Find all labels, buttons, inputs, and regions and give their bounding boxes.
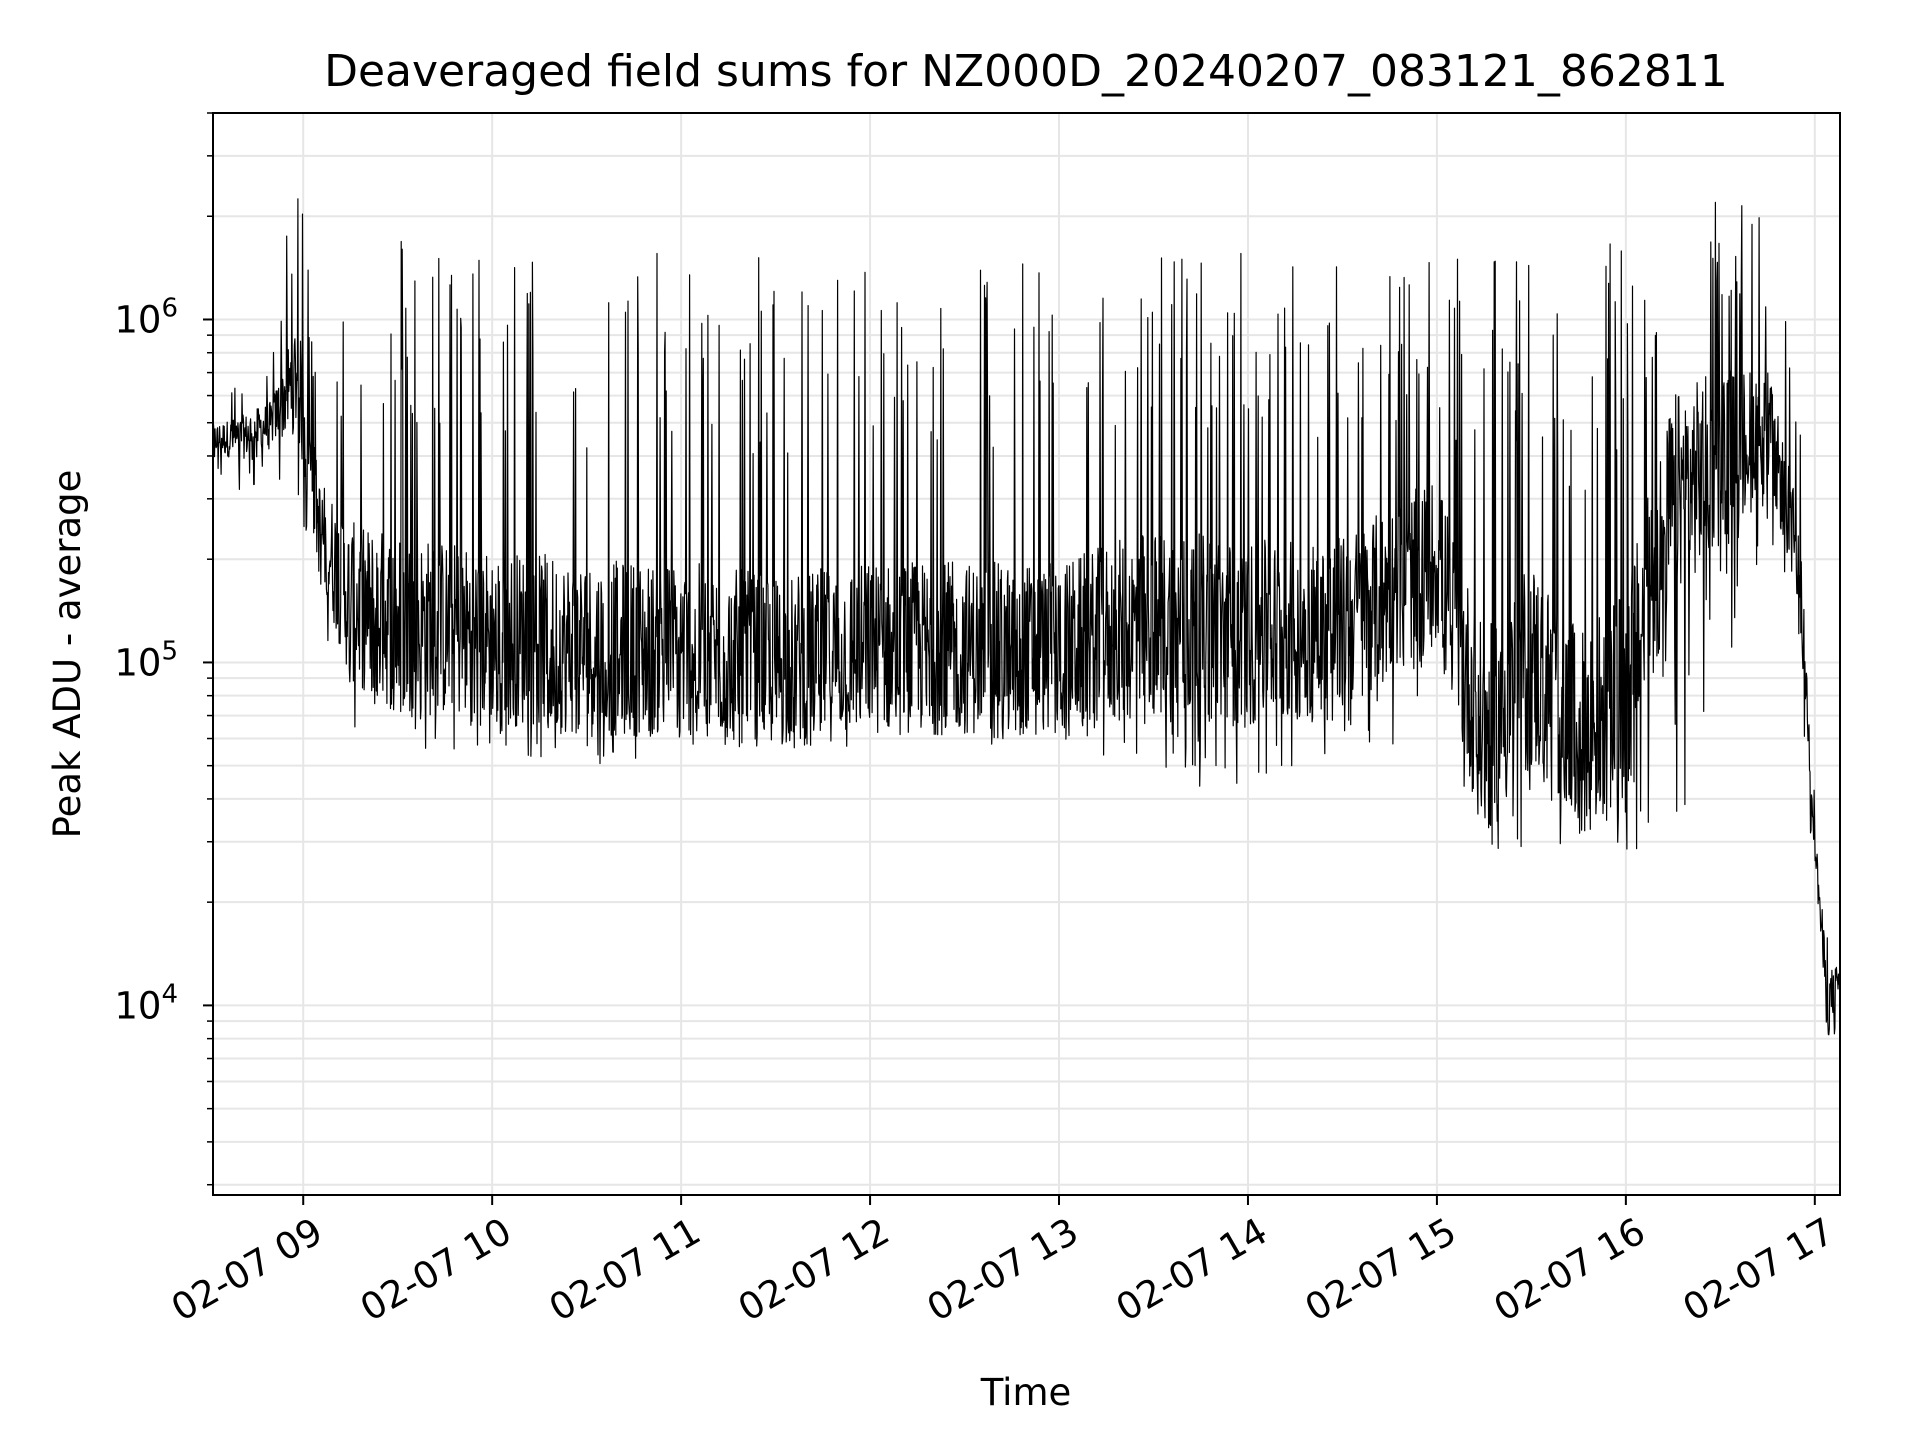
y-axis-label: Peak ADU - average [46, 470, 89, 839]
x-axis-label: Time [980, 1371, 1072, 1414]
y-tick-label: 106 [114, 293, 178, 341]
data-line [212, 198, 1841, 1036]
plot-frame [212, 112, 1841, 1196]
y-tick-label: 105 [114, 636, 178, 684]
y-tick-label: 104 [114, 979, 178, 1027]
series-line [212, 198, 1841, 1036]
chart-title: Deaveraged field sums for NZ000D_2024020… [324, 46, 1728, 97]
gridlines [213, 112, 1840, 1195]
